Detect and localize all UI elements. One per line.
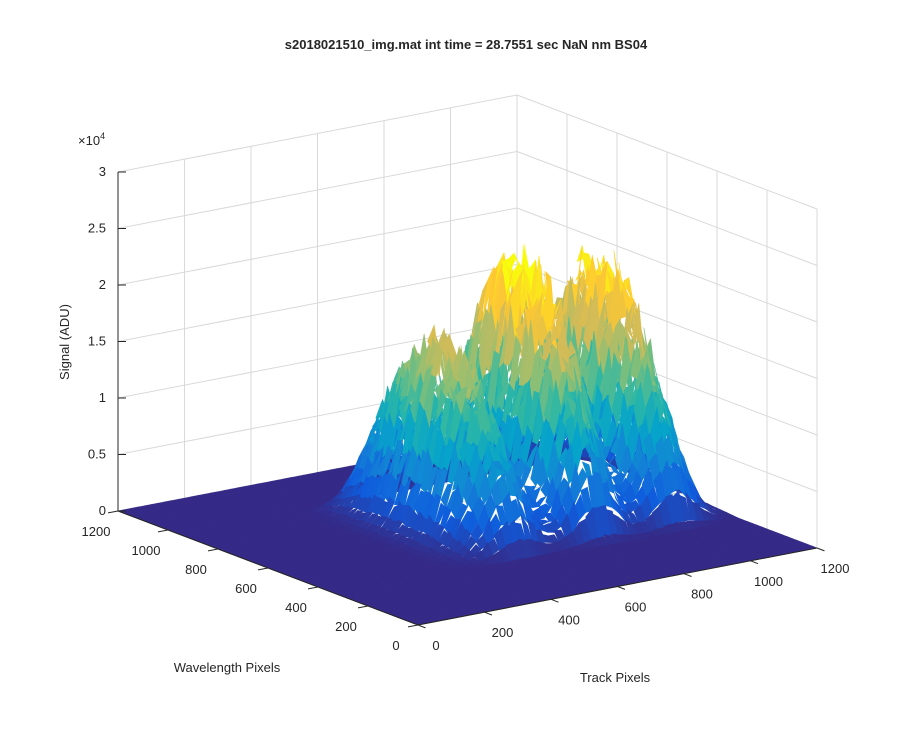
x-tick-label: 200 — [492, 625, 514, 640]
z-exponent-label: ×104 — [78, 131, 105, 148]
x-axis-label: Track Pixels — [580, 670, 651, 685]
z-tick-label: 1.5 — [88, 334, 106, 349]
z-tick-label: 1 — [99, 390, 106, 405]
y-tick-label: 800 — [185, 562, 207, 577]
x-tick-label: 1000 — [754, 574, 783, 589]
chart-title: s2018021510_img.mat int time = 28.7551 s… — [285, 37, 648, 52]
x-tick-label: 400 — [558, 612, 580, 627]
z-tick-label: 0 — [99, 503, 106, 518]
x-tick-label: 800 — [691, 587, 713, 602]
axes-ticks: 0200400600800100012000200400600800100012… — [82, 164, 850, 653]
z-tick-label: 2 — [99, 277, 106, 292]
z-axis-label: Signal (ADU) — [57, 304, 72, 380]
z-tick-label: 3 — [99, 164, 106, 179]
y-tick-label: 0 — [392, 638, 399, 653]
y-tick-label: 1200 — [82, 524, 111, 539]
y-tick-label: 1000 — [132, 543, 161, 558]
y-tick-label: 400 — [285, 600, 307, 615]
z-tick-label: 0.5 — [88, 447, 106, 462]
surface-mesh — [116, 244, 819, 626]
y-axis-label: Wavelength Pixels — [174, 660, 281, 675]
y-tick-label: 600 — [235, 581, 257, 596]
x-tick-label: 0 — [432, 638, 439, 653]
z-tick-label: 2.5 — [88, 221, 106, 236]
x-tick-label: 600 — [625, 600, 647, 615]
x-tick-label: 1200 — [821, 561, 850, 576]
y-tick-label: 200 — [335, 619, 357, 634]
